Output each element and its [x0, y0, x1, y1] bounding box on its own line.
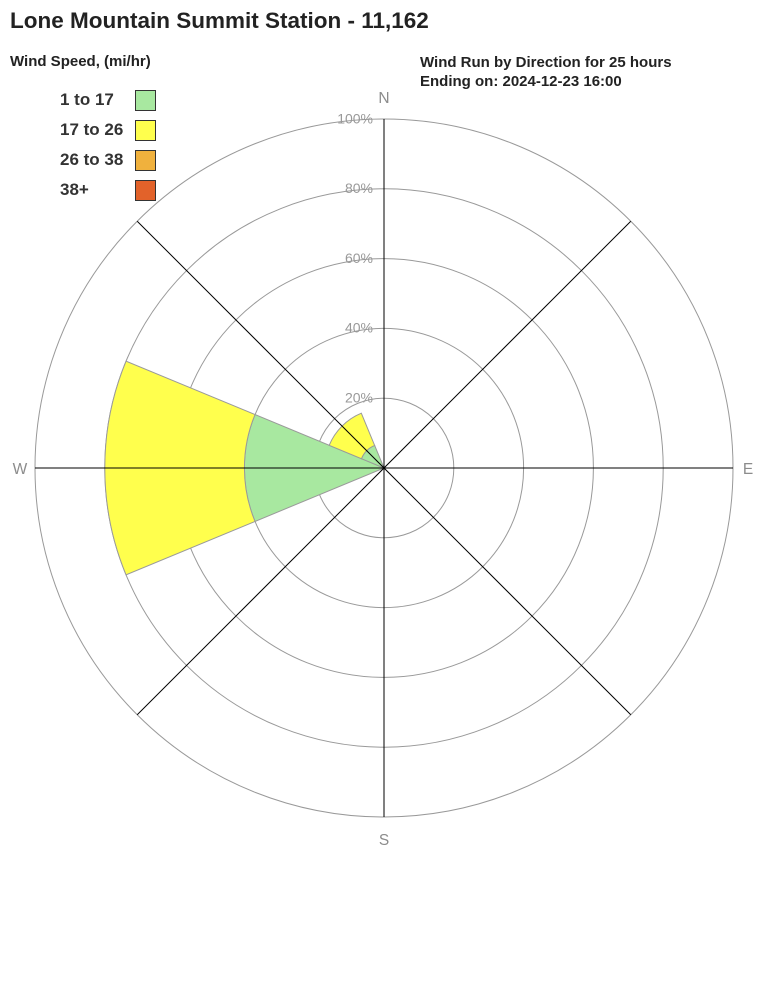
svg-text:100%: 100% [337, 110, 373, 126]
svg-text:W: W [13, 461, 28, 478]
svg-text:60%: 60% [345, 250, 373, 266]
svg-text:N: N [378, 90, 389, 107]
svg-text:S: S [379, 832, 389, 849]
svg-text:80%: 80% [345, 180, 373, 196]
svg-text:E: E [743, 461, 753, 478]
